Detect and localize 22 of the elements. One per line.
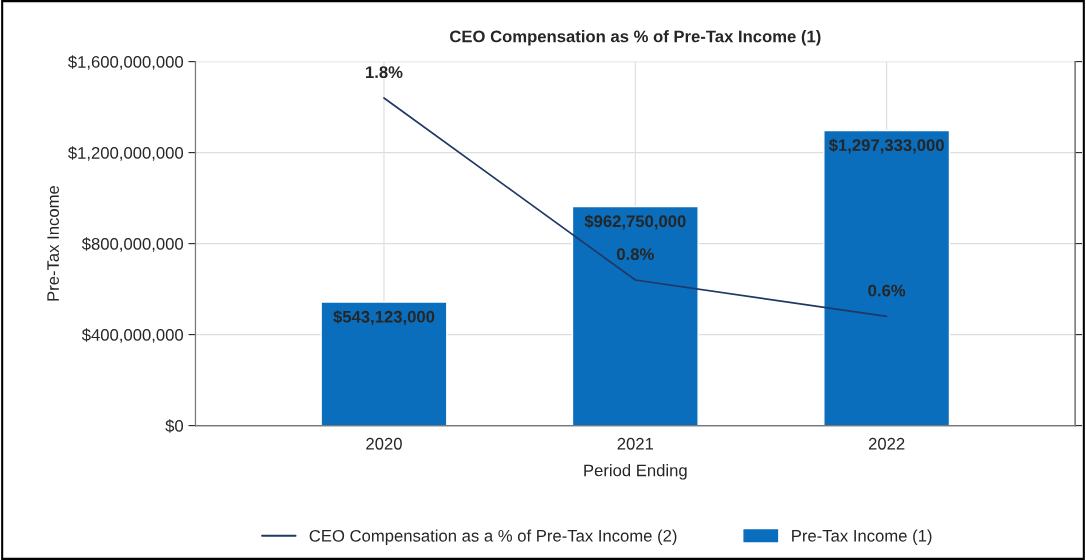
y-tick-label: $800,000,000 <box>81 237 184 252</box>
y-axis-title: Pre-Tax Income <box>47 185 59 301</box>
x-axis-title: Period Ending <box>584 464 687 480</box>
bar <box>571 205 699 426</box>
legend-label: CEO Compensation as a % of Pre-Tax Income (2) <box>309 529 677 545</box>
data-label: 1.8% <box>366 66 403 79</box>
data-label: 0.8% <box>616 248 654 261</box>
data-label: $1,297,333,000 <box>828 138 944 154</box>
y-tick-label: $1,600,000,000 <box>68 55 184 70</box>
y-tick-label: $400,000,000 <box>81 328 184 343</box>
data-label: $962,750,000 <box>584 214 686 230</box>
bar <box>823 129 951 426</box>
data-label: $543,123,000 <box>333 310 435 326</box>
x-tick-label: 2020 <box>366 437 402 450</box>
chart-title: CEO Compensation as % of Pre-Tax Income (1) <box>450 30 821 46</box>
x-tick-label: 2022 <box>868 437 905 450</box>
bar <box>320 301 448 426</box>
y-tick-label: $0 <box>165 419 184 433</box>
data-label: 0.6% <box>868 284 906 297</box>
x-tick-label: 2021 <box>617 437 654 450</box>
legend-label: Pre-Tax Income (1) <box>792 529 932 545</box>
y-tick-label: $1,200,000,000 <box>68 146 184 161</box>
